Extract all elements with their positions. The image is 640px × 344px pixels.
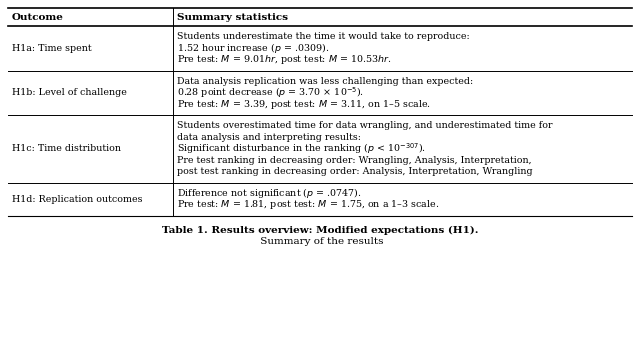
Text: Pre test: $M$ = 9.01$hr$, post test: $M$ = 10.53$hr$.: Pre test: $M$ = 9.01$hr$, post test: $M$… [177,53,392,66]
Text: Outcome: Outcome [12,12,64,21]
Text: Summary of the results: Summary of the results [257,237,383,246]
Text: 1.52 hour increase ($p$ = .0309).: 1.52 hour increase ($p$ = .0309). [177,41,330,55]
Text: post test ranking in decreasing order: Analysis, Interpretation, Wrangling: post test ranking in decreasing order: A… [177,167,533,176]
Text: Difference not significant ($p$ = .0747).: Difference not significant ($p$ = .0747)… [177,186,362,200]
Text: Summary statistics: Summary statistics [177,12,289,21]
Text: H1c: Time distribution: H1c: Time distribution [12,144,121,153]
Text: 0.28 point decrease ($p$ = 3.70 × 10$^{-5}$).: 0.28 point decrease ($p$ = 3.70 × 10$^{-… [177,85,364,100]
Text: Pre test: $M$ = 3.39, post test: $M$ = 3.11, on 1–5 scale.: Pre test: $M$ = 3.39, post test: $M$ = 3… [177,98,431,111]
Text: H1a: Time spent: H1a: Time spent [12,44,92,53]
Text: Students overestimated time for data wrangling, and underestimated time for: Students overestimated time for data wra… [177,121,553,130]
Text: H1b: Level of challenge: H1b: Level of challenge [12,88,127,97]
Text: Pre test ranking in decreasing order: Wrangling, Analysis, Interpretation,: Pre test ranking in decreasing order: Wr… [177,156,532,165]
Text: data analysis and interpreting results:: data analysis and interpreting results: [177,133,362,142]
Text: Students underestimate the time it would take to reproduce:: Students underestimate the time it would… [177,32,470,41]
Text: H1d: Replication outcomes: H1d: Replication outcomes [12,194,143,204]
Text: Significant disturbance in the ranking ($p$ < 10$^{-307}$).: Significant disturbance in the ranking (… [177,141,426,156]
Text: Table 1. Results overview: Modified expectations (H1).: Table 1. Results overview: Modified expe… [162,226,478,235]
Text: Pre test: $M$ = 1.81, post test: $M$ = 1.75, on a 1–3 scale.: Pre test: $M$ = 1.81, post test: $M$ = 1… [177,198,440,211]
Text: Data analysis replication was less challenging than expected:: Data analysis replication was less chall… [177,77,474,86]
